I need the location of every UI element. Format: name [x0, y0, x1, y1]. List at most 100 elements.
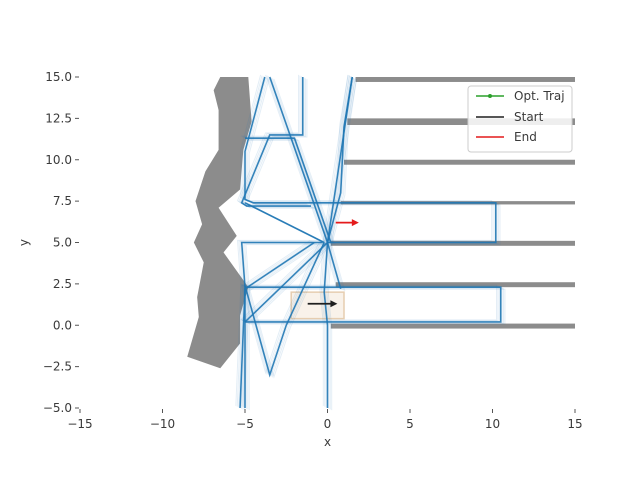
obstacle-wall-bar-1: [347, 118, 575, 125]
sampled-trajectory-5-2: [243, 285, 500, 322]
sampled-trajectory-6-4: [240, 242, 316, 409]
start-arrow-head: [330, 300, 338, 308]
optimal-trajectory-12: [244, 202, 325, 244]
sampled-trajectory-9-1: [324, 75, 350, 242]
y-tick-label-7: 12.5: [45, 111, 72, 125]
sampled-trajectory-11-4: [328, 243, 343, 290]
sampled-trajectory-5-3: [245, 286, 502, 323]
optimal-trajectory-5: [245, 286, 502, 323]
y-tick-label-5: 7.5: [53, 194, 72, 208]
sampled-trajectory-8-2: [267, 76, 327, 242]
sampled-trajectory-5-6: [249, 288, 506, 325]
optimal-trajectory-3: [240, 241, 323, 408]
y-tick-label-3: 2.5: [53, 277, 72, 291]
sampled-trajectory-11-1: [324, 240, 339, 288]
legend-marker-opt-traj: [488, 94, 492, 98]
optimal-trajectory-8: [268, 76, 329, 243]
optimal-trajectory-11: [326, 242, 342, 290]
x-tick-label-0: −15: [67, 417, 92, 431]
sampled-trajectory-0-0: [319, 74, 349, 406]
sampled-trajectory-11-2: [325, 241, 340, 289]
sampled-trajectory-10-4: [246, 242, 330, 324]
sampled-trajectory-7-3: [245, 137, 332, 243]
sampled-trajectory-4-1: [241, 240, 322, 376]
sampled-trajectory-10-0: [240, 240, 324, 321]
sampled-trajectory-11-5: [329, 243, 344, 291]
sampled-trajectory-11-0: [322, 240, 337, 287]
optimal-trajectory-6: [239, 241, 315, 409]
sampled-trajectory-6-2: [238, 241, 314, 408]
sampled-trajectory-10-5: [247, 243, 331, 324]
y-tick-label-6: 10.0: [45, 153, 72, 167]
sampled-trajectory-1-5: [247, 78, 500, 245]
sampled-trajectory-8-4: [270, 77, 330, 244]
sampled-trajectory-3-0: [236, 239, 319, 406]
sampled-trajectory-6-6: [243, 244, 319, 411]
legend: Opt. Traj Start End: [467, 85, 573, 153]
sampled-trajectory-3-6: [245, 244, 327, 411]
x-tick-label-6: 15: [567, 417, 582, 431]
obstacle-wall-bar-5: [335, 282, 575, 288]
obstacle-left-boundary: [187, 77, 252, 369]
sampled-trajectory-3-5: [243, 243, 326, 410]
y-tick-label-2: 0.0: [53, 318, 72, 332]
optimal-trajectory-2: [240, 77, 311, 207]
sampled-trajectory-9-2: [325, 76, 352, 242]
sampled-trajectory-10-2: [243, 241, 327, 322]
legend-label-opt-traj: Opt. Traj: [514, 89, 565, 103]
sampled-trajectory-0-6: [327, 79, 357, 411]
obstacle-wall-bar-4: [330, 240, 575, 246]
obstacle-wall-bar-0: [355, 77, 575, 82]
sampled-trajectory-2-6: [245, 79, 316, 209]
optimal-trajectory-9: [326, 76, 354, 243]
sampled-trajectory-1-6: [248, 78, 501, 246]
sampled-trajectory-4-0: [240, 240, 321, 375]
sampled-trajectory-11-6: [331, 244, 346, 292]
legend-frame: [467, 85, 573, 153]
x-tick-label-5: 10: [485, 417, 500, 431]
sampled-trajectory-9-6: [331, 79, 357, 245]
sampled-trajectory-8-5: [272, 78, 331, 245]
end-arrow-head: [351, 219, 359, 227]
sampled-trajectory-4-6: [248, 244, 329, 379]
sampled-trajectory-4-4: [245, 242, 327, 378]
optimal-trajectory-7: [245, 137, 332, 243]
sampled-trajectory-6-5: [242, 243, 318, 410]
x-tick-label-4: 5: [406, 417, 414, 431]
sampled-trajectory-4-5: [247, 243, 328, 379]
y-tick-label-4: 5.0: [53, 236, 72, 250]
sampled-trajectory-5-1: [242, 285, 499, 322]
sampled-trajectory-9-0: [322, 74, 349, 241]
x-axis-label: x: [324, 435, 331, 449]
sampled-trajectory-7-2: [243, 137, 330, 242]
x-tick-label-2: −5: [236, 417, 254, 431]
obstacle-wall-bar-2: [344, 159, 575, 165]
sampled-trajectory-5-0: [240, 284, 498, 321]
y-axis-label: y: [17, 239, 31, 246]
sampled-trajectory-7-5: [247, 139, 335, 245]
sampled-trajectory-7-1: [242, 136, 329, 242]
sampled-trajectory-0-5: [326, 78, 356, 410]
x-tick-label-1: −10: [150, 417, 175, 431]
sampled-trajectory-7-6: [249, 139, 336, 245]
legend-label-start: Start: [514, 110, 544, 124]
sampled-trajectory-6-1: [236, 240, 312, 407]
sampled-trajectory-8-0: [265, 74, 324, 241]
y-tick-label-0: −5.0: [43, 401, 72, 415]
optimal-trajectory-4: [244, 242, 325, 378]
sampled-trajectory-5-5: [247, 288, 505, 324]
sampled-trajectory-2-5: [243, 78, 314, 208]
optimal-trajectory-10: [244, 241, 329, 323]
sampled-trajectory-4-2: [243, 241, 324, 376]
sampled-trajectory-8-6: [273, 78, 333, 245]
sampled-trajectory-10-6: [248, 244, 333, 325]
obstacle-wall-bar-6: [330, 323, 575, 329]
x-tick-label-3: 0: [324, 417, 332, 431]
sampled-trajectory-0-2: [322, 76, 352, 408]
sampled-trajectory-2-1: [238, 75, 309, 206]
y-tick-label-8: 15.0: [45, 70, 72, 84]
y-tick-label-1: −2.5: [43, 360, 72, 374]
sampled-trajectory-0-1: [320, 75, 350, 407]
sampled-trajectory-2-0: [236, 74, 307, 205]
